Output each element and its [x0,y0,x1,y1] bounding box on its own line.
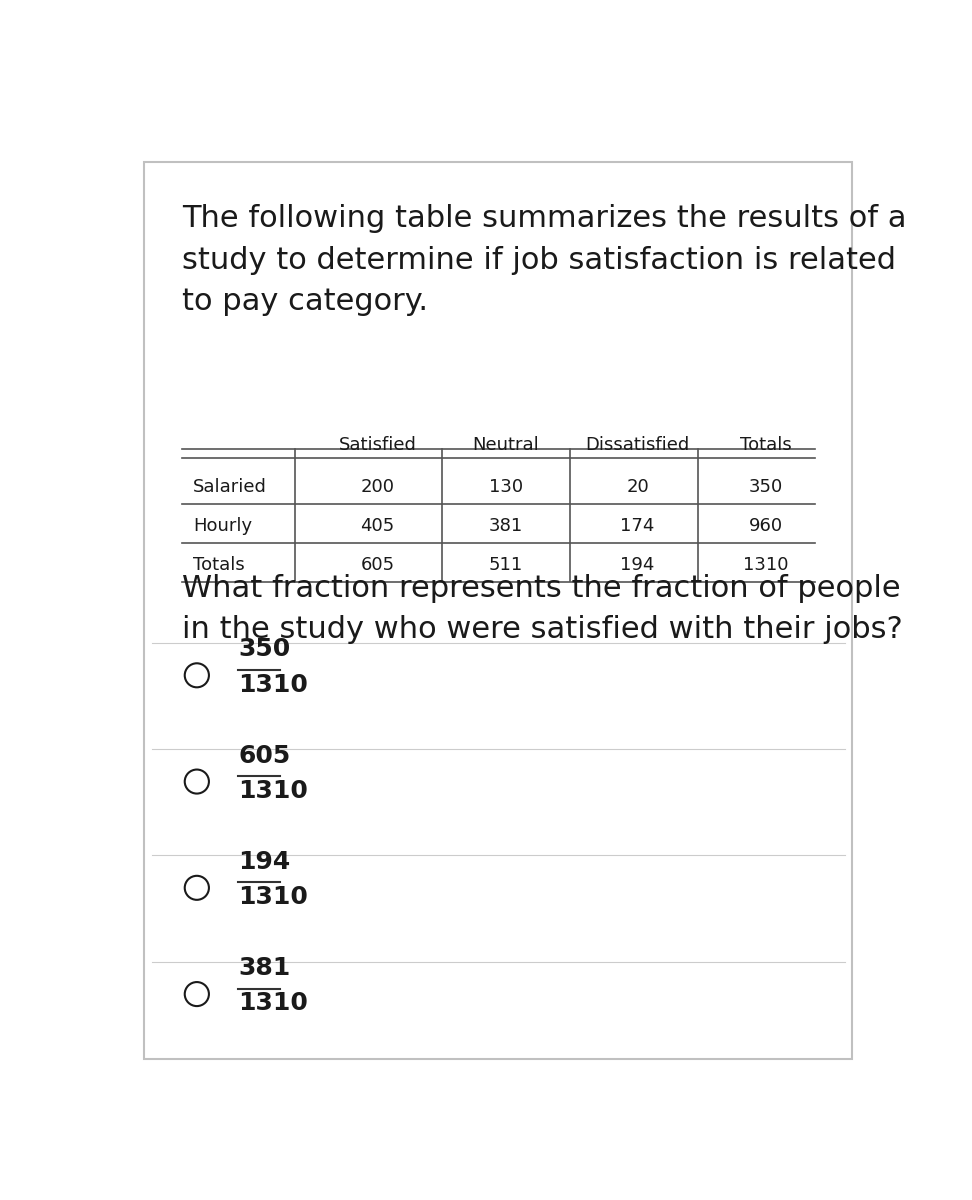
Text: 20: 20 [626,479,649,497]
Text: 1310: 1310 [238,991,308,1015]
Text: 405: 405 [361,517,395,535]
Text: 350: 350 [238,637,291,661]
Text: Satisfied: Satisfied [338,436,417,454]
Text: 605: 605 [361,556,395,574]
Text: 1310: 1310 [238,886,308,910]
Text: 381: 381 [238,956,291,980]
FancyBboxPatch shape [144,162,852,1058]
Text: Totals: Totals [740,436,791,454]
Text: Dissatisfied: Dissatisfied [585,436,690,454]
Text: 174: 174 [620,517,655,535]
Text: What fraction represents the fraction of people
in the study who were satisfied : What fraction represents the fraction of… [182,574,903,644]
Text: 511: 511 [489,556,523,574]
Text: 1310: 1310 [238,672,308,696]
Text: 381: 381 [489,517,523,535]
Text: 350: 350 [748,479,782,497]
Text: The following table summarizes the results of a
study to determine if job satisf: The following table summarizes the resul… [182,204,906,317]
Text: 200: 200 [361,479,395,497]
Text: 194: 194 [238,850,291,874]
Text: Hourly: Hourly [193,517,252,535]
Text: 1310: 1310 [238,779,308,803]
Text: 605: 605 [238,744,291,768]
Text: 1310: 1310 [743,556,788,574]
Text: Totals: Totals [193,556,245,574]
Text: Neutral: Neutral [472,436,539,454]
Text: 960: 960 [748,517,782,535]
Text: Salaried: Salaried [193,479,267,497]
Text: 130: 130 [489,479,523,497]
Text: 194: 194 [620,556,655,574]
